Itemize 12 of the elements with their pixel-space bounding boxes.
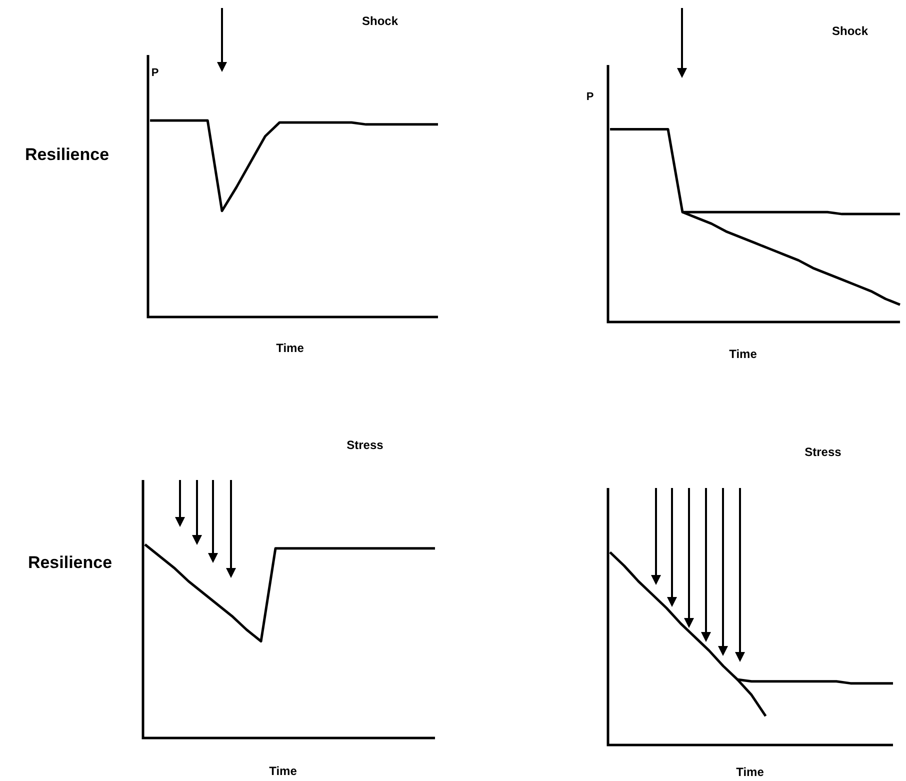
y-axis-title: P xyxy=(151,67,159,79)
chart-title: Stress xyxy=(804,445,842,459)
chart-title: Shock xyxy=(832,24,868,38)
y-axis-title: P xyxy=(586,91,594,103)
x-axis-title: Time xyxy=(276,341,304,355)
x-axis-title: Time xyxy=(736,765,764,779)
chart-title: Stress xyxy=(346,438,384,452)
chart-title: Shock xyxy=(362,14,398,28)
text: Resilience xyxy=(24,145,110,164)
x-axis-title: Time xyxy=(729,347,758,361)
x-axis-title: Time xyxy=(269,764,298,778)
y-axis-title: Resilience xyxy=(28,553,112,572)
